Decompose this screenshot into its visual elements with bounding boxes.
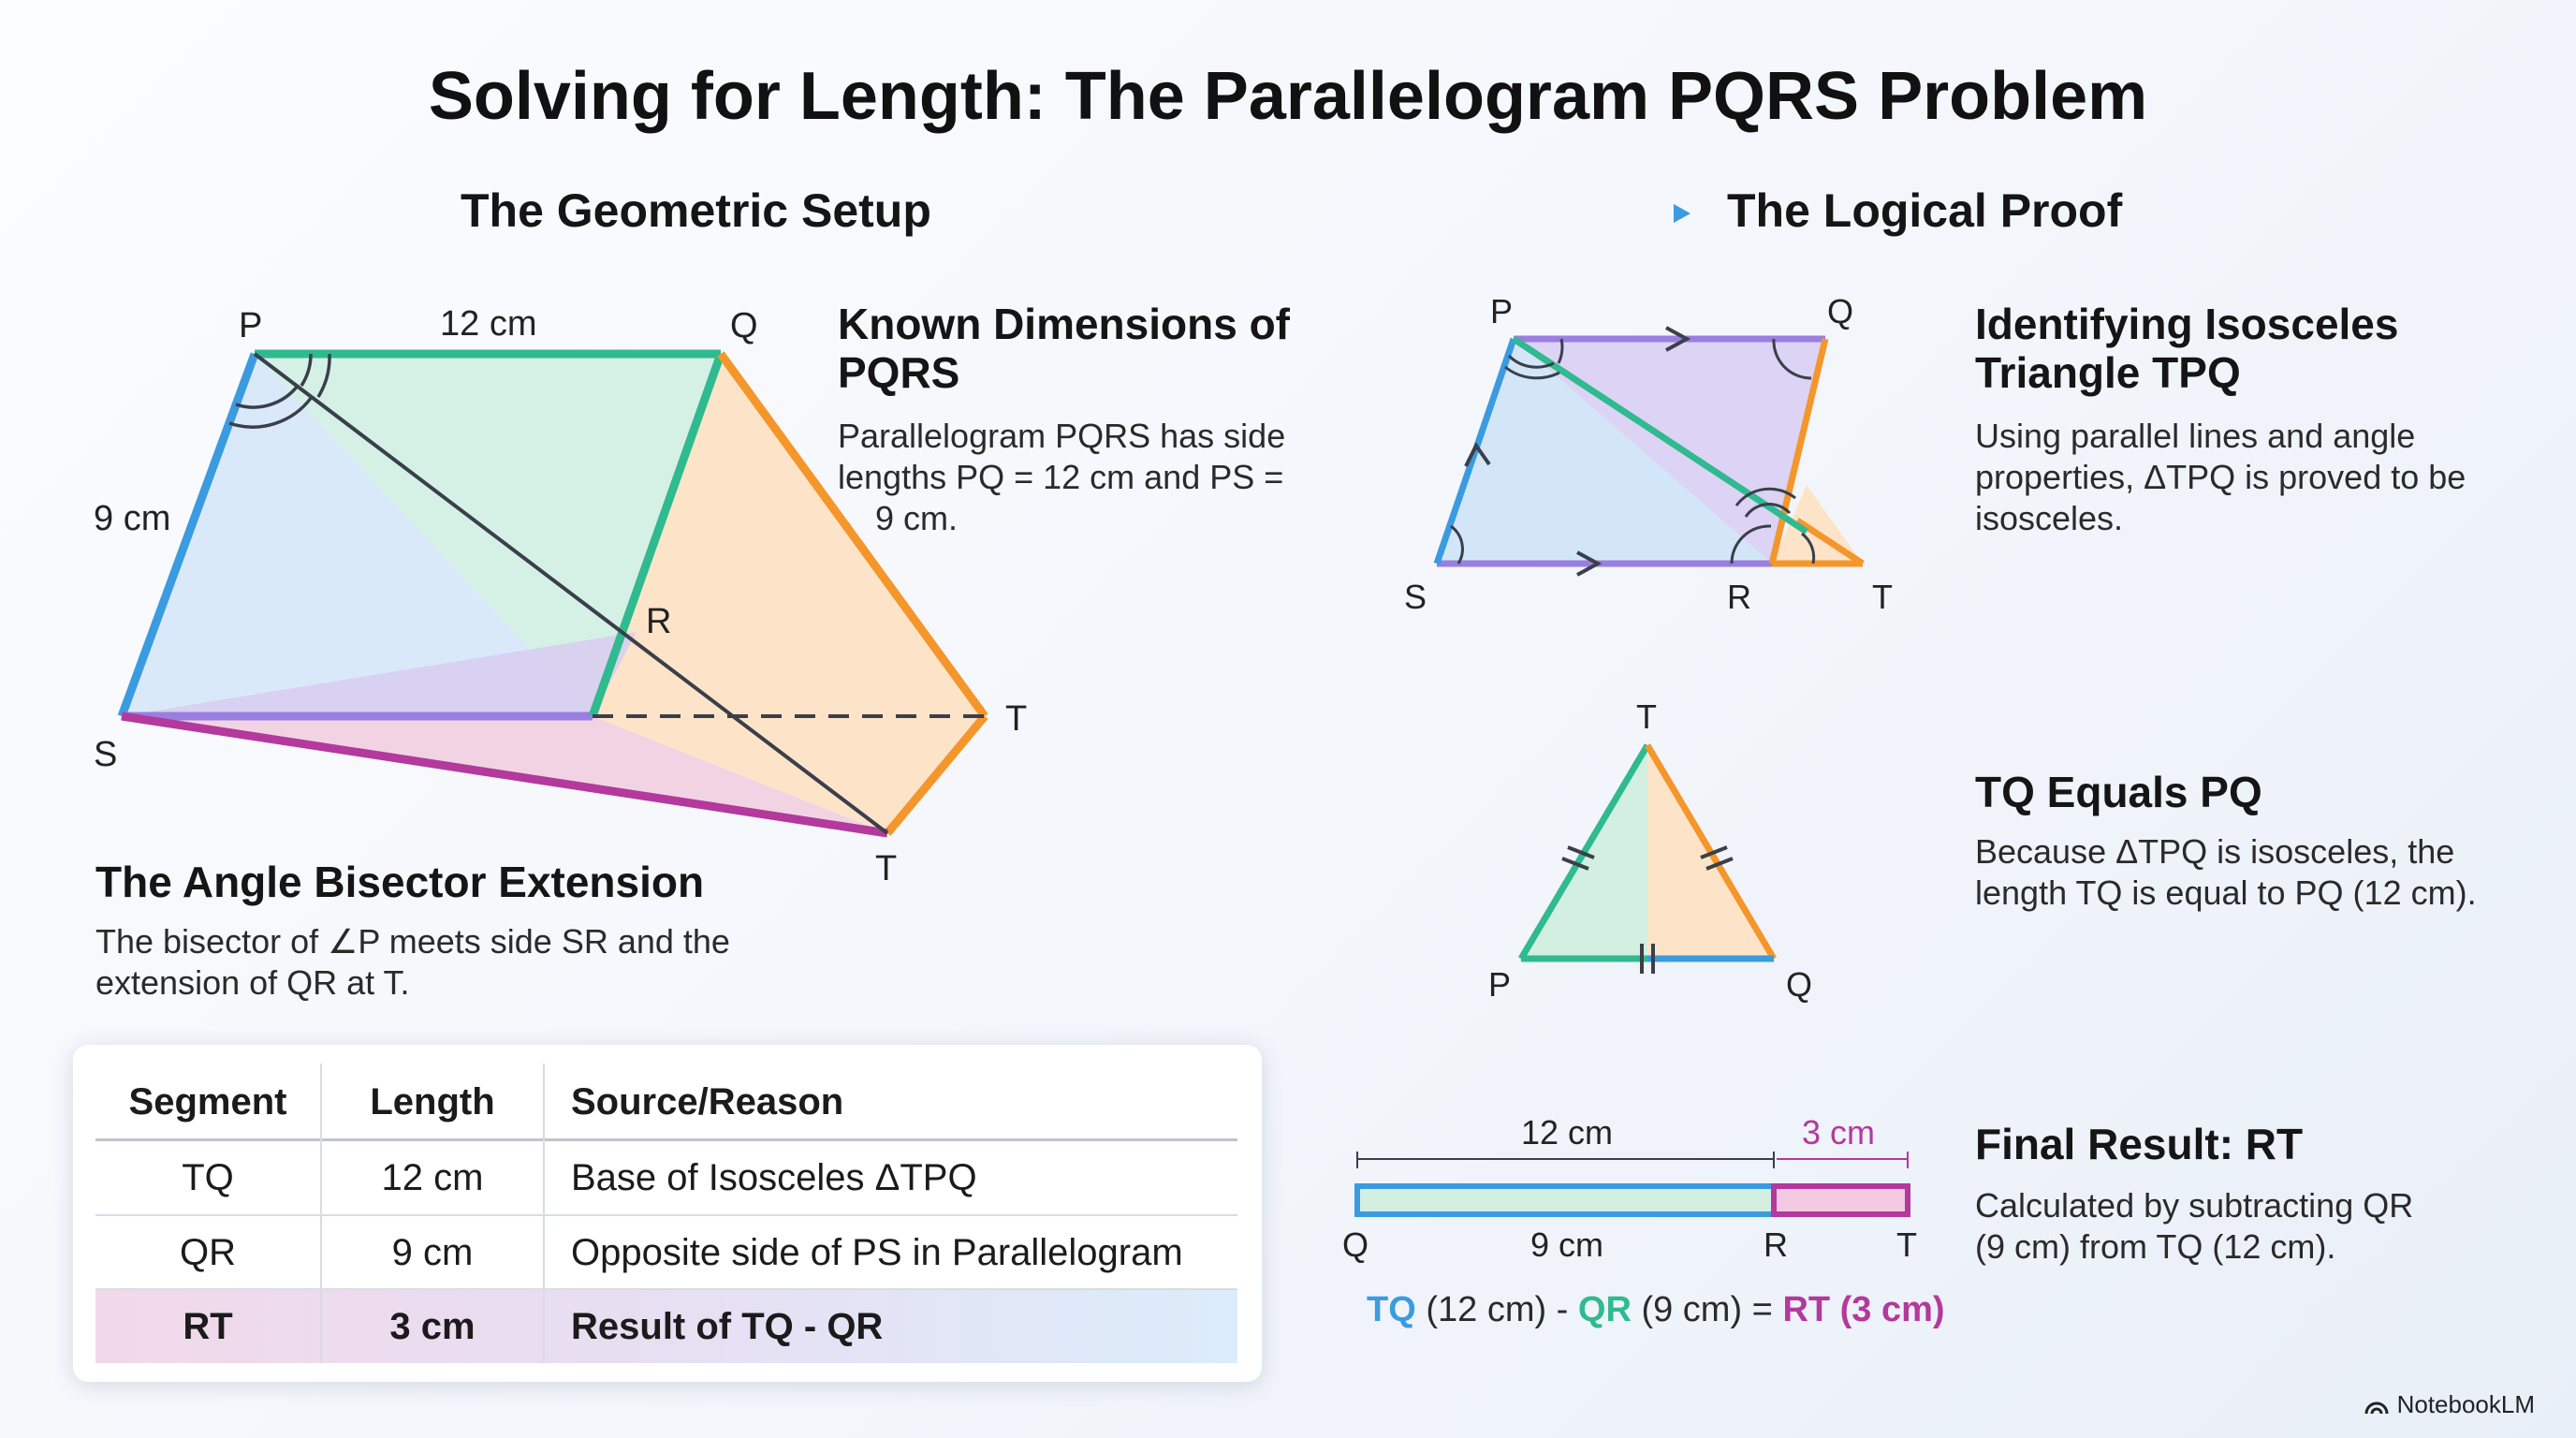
vertex-t-label-ext: T [1005, 699, 1027, 739]
vertex-p-label: P [239, 306, 262, 345]
proof-diagram-3: 12 cm 3 cm 9 cm Q R T [1342, 1113, 1917, 1264]
step2-text: Because ΔTPQ is isosceles, the length TQ… [1975, 832, 2477, 912]
notebooklm-icon [2364, 1401, 2389, 1414]
known-text: Parallelogram PQRS has side lengths PQ =… [838, 417, 1286, 537]
table-cell: 12 cm [381, 1157, 484, 1198]
setup-heading: The Geometric Setup [461, 184, 931, 237]
svg-text:P: P [1490, 292, 1513, 330]
edge-t-t [884, 713, 988, 836]
final-equation: TQ (12 cm) - QR (9 cm) = RT (3 cm) [1367, 1290, 1945, 1329]
edge-qt [717, 351, 988, 719]
vertex-r-label: R [646, 602, 671, 641]
step1-heading: Identifying Isosceles Triangle TPQ [1975, 300, 2399, 397]
header-length: Length [370, 1081, 495, 1123]
header-source: Source/Reason [571, 1081, 844, 1123]
edge-st [121, 712, 888, 838]
svg-text:3 cm: 3 cm [1802, 1113, 1875, 1152]
bisector-line [253, 352, 889, 835]
svg-text:12 cm: 12 cm [1521, 1113, 1613, 1152]
table-cell: TQ [182, 1157, 234, 1198]
fill-pqr [1514, 339, 1825, 564]
svg-text:T: T [1872, 578, 1893, 616]
angle-arc-1 [228, 395, 314, 429]
angle-arc-4 [300, 353, 313, 387]
bisector-heading: The Angle Bisector Extension [95, 858, 705, 906]
notebooklm-logo: NotebookLM [2364, 1390, 2535, 1419]
header-segment: Segment [128, 1081, 287, 1123]
vertex-s-label: S [94, 735, 117, 774]
parallel-arrow-top [1665, 326, 1691, 352]
vertex-q-label: Q [730, 306, 758, 345]
proof-diagram-2: T P Q [1488, 697, 1812, 1004]
edge-ps [117, 352, 259, 718]
pq-length-label: 12 cm [440, 304, 536, 344]
angle-arc-3 [316, 353, 331, 398]
fill-rt [1772, 485, 1863, 564]
table-cell: RT [183, 1306, 233, 1347]
svg-text:R: R [1764, 1225, 1788, 1264]
table-cell: Base of Isosceles ΔTPQ [571, 1157, 977, 1198]
fill-triangle-spr [122, 354, 593, 716]
svg-text:R: R [1727, 578, 1751, 616]
vertex-t-label: T [875, 849, 897, 888]
svg-text:T: T [1636, 697, 1657, 736]
svg-text:Q: Q [1342, 1225, 1368, 1264]
known-heading: Known Dimensions of PQRS [838, 300, 1290, 397]
proof-heading: The Logical Proof [1727, 184, 2123, 237]
angle-arc-2 [235, 384, 300, 409]
fill-psr [1437, 339, 1772, 564]
step3-heading: Final Result: RT [1975, 1120, 2304, 1168]
parallelogram-diagram: P Q R S T T 12 cm 9 cm [94, 304, 1027, 888]
svg-text:P: P [1488, 965, 1511, 1004]
svg-text:9 cm: 9 cm [1530, 1225, 1603, 1264]
highlight-row-bg [95, 1290, 1237, 1363]
step1-text: Using parallel lines and angle propertie… [1975, 417, 2466, 537]
arrow-icon [1584, 204, 1690, 223]
ps-length-label: 9 cm [94, 499, 170, 538]
step2-heading: TQ Equals PQ [1975, 768, 2262, 816]
fill-quad-qtr [593, 354, 985, 833]
edge-rq [588, 352, 725, 718]
table-cell: Result of TQ - QR [571, 1306, 884, 1347]
svg-text:Q: Q [1786, 965, 1812, 1004]
page-title: Solving for Length: The Parallelogram PQ… [428, 59, 2148, 134]
results-table: Segment Length Source/Reason TQ 12 cm Ba… [73, 1045, 1262, 1382]
table-cell: QR [180, 1232, 236, 1273]
table-cell: Opposite side of PS in Parallelogram [571, 1232, 1183, 1273]
step3-text: Calculated by subtracting QR (9 cm) from… [1975, 1186, 2414, 1266]
svg-text:S: S [1404, 578, 1427, 616]
parallel-arrow-left [1464, 442, 1491, 467]
parallel-arrow-bottom [1576, 550, 1603, 577]
table-cell: 9 cm [391, 1232, 474, 1273]
bisector-text: The bisector of ∠P meets side SR and the… [95, 922, 730, 1002]
svg-text:T: T [1896, 1225, 1917, 1264]
fill-shade-sr [122, 632, 637, 716]
proof-diagram-1: P Q S R T [1404, 292, 1893, 616]
table-cell: 3 cm [389, 1306, 476, 1347]
svg-text:Q: Q [1827, 292, 1853, 330]
